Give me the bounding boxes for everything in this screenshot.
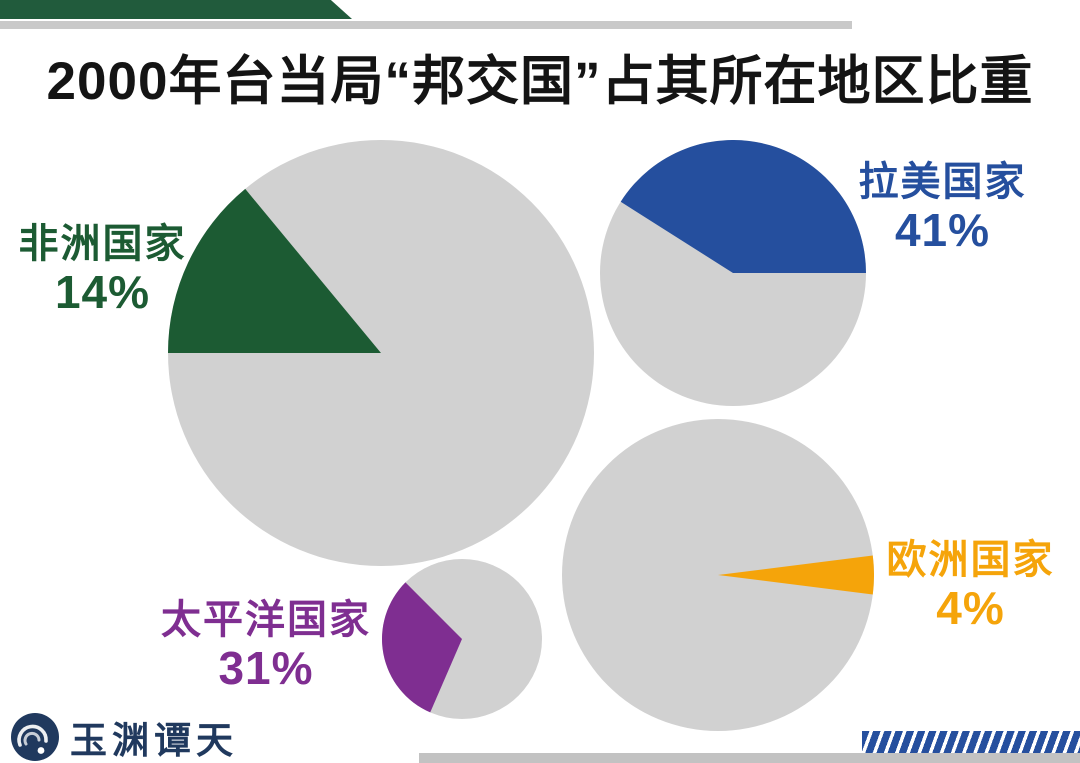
label-europe: 欧洲国家 4% xyxy=(868,538,1073,634)
label-europe-pct: 4% xyxy=(936,581,1005,634)
label-africa-region: 非洲国家 xyxy=(18,222,187,266)
label-latin-america-pct: 41% xyxy=(894,203,991,256)
label-pacific-pct: 31% xyxy=(218,641,314,694)
logo-text: 玉渊谭天 xyxy=(70,718,238,762)
label-pacific-region: 太平洋国家 xyxy=(161,598,371,642)
wave-logo-icon xyxy=(11,713,59,761)
label-africa-pct: 14% xyxy=(54,265,151,318)
label-europe-region: 欧洲国家 xyxy=(886,538,1055,582)
pie-latin-america xyxy=(600,140,866,406)
top-banner-gray xyxy=(0,21,852,29)
label-latin-america-region: 拉美国家 xyxy=(858,160,1027,204)
hazard-stripes-decoration xyxy=(862,731,1080,753)
top-banner-green xyxy=(0,0,352,19)
logo: 玉渊谭天 xyxy=(10,710,238,763)
bottom-bar-decoration xyxy=(419,753,1080,763)
chart-title: 2000年台当局“邦交国”占其所在地区比重 xyxy=(46,52,1034,111)
pie-pacific xyxy=(382,559,542,719)
label-pacific: 太平洋国家 31% xyxy=(150,598,382,694)
pie-africa xyxy=(168,140,594,566)
pie-europe xyxy=(562,419,874,731)
label-africa: 非洲国家 14% xyxy=(0,222,205,318)
label-latin-america: 拉美国家 41% xyxy=(840,160,1045,256)
